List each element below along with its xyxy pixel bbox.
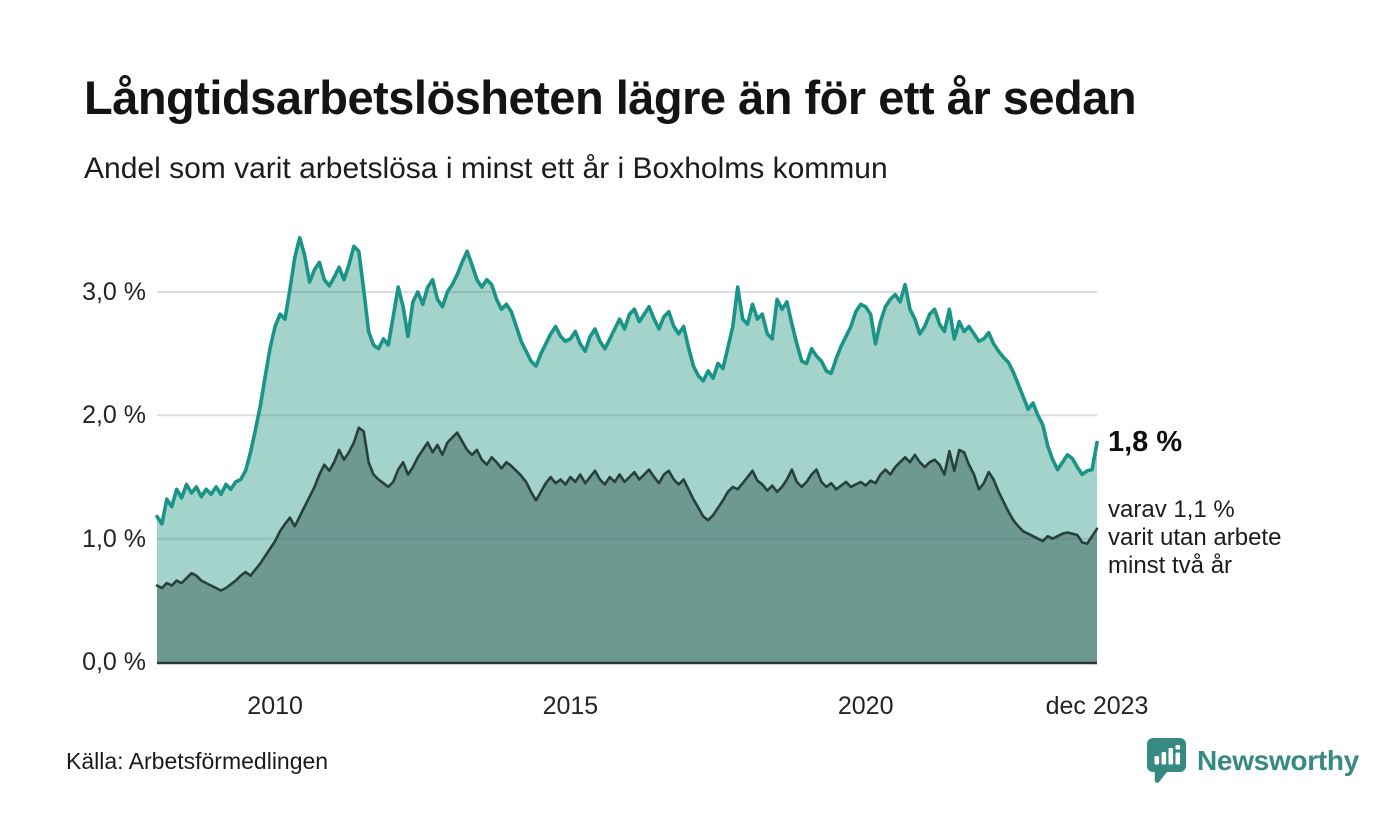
area-min-two-years: [157, 427, 1097, 662]
y-tick-label: 1,0 %: [82, 524, 146, 553]
line-min-two-years: [155, 426, 1099, 592]
y-tick-label: 0,0 %: [82, 648, 146, 676]
y-tick-label: 3,0 %: [82, 278, 146, 306]
brand-name: Newsworthy: [1197, 744, 1359, 776]
page-title: Långtidsarbetslösheten lägre än för ett …: [84, 71, 1137, 124]
newsworthy-bubble-icon: [1147, 738, 1186, 783]
x-tick-label: 2020: [837, 692, 894, 720]
x-tick-label: dec 2023: [1045, 692, 1149, 720]
newsworthy-logo: Newsworthy: [1146, 737, 1359, 784]
source-caption: Källa: Arbetsförmedlingen: [66, 748, 329, 774]
latest-value-annotation: 1,8 %: [1108, 426, 1183, 458]
page-subtitle: Andel som varit arbetslösa i minst ett å…: [84, 152, 888, 185]
y-tick-label: 2,0 %: [82, 401, 146, 430]
x-tick-label: 2015: [542, 692, 599, 720]
x-tick-label: 2010: [247, 692, 303, 720]
secondary-annotation: varav 1,1 % varit utan arbete minst två …: [1108, 496, 1282, 579]
line-min-one-year: [155, 235, 1099, 526]
